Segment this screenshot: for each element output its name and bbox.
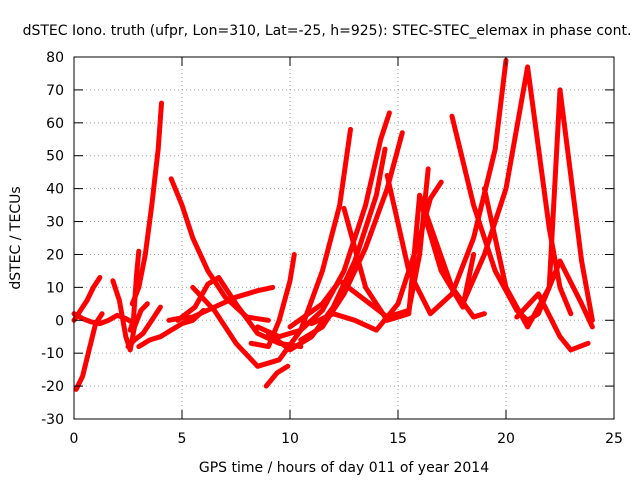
series-line-sat-g [129,100,164,307]
y-tick-label: 70 [46,83,64,99]
y-tick-label: -10 [41,346,64,362]
series-line-sat-t [341,192,487,323]
x-tick-label: 15 [389,431,407,447]
series-line-sat-x [460,64,574,317]
y-tick-label: -30 [41,412,64,428]
series-line-sat-u [384,57,509,317]
plot-frame [73,56,615,420]
series-line-sat-y [481,87,595,330]
y-tick-label: -20 [41,379,64,395]
series-layer [71,57,595,392]
y-axis-label: dSTEC / TECUs [8,186,24,289]
y-tick-label: 30 [46,215,64,231]
y-tick-label: 0 [55,313,64,329]
x-tick-label: 20 [497,431,515,447]
x-tick-labels: 0 5 10 15 20 25 [70,431,623,447]
x-tick-label: 10 [281,431,299,447]
x-tick-label: 5 [178,431,187,447]
y-tick-labels: -30 -20 -10 0 10 20 30 40 50 60 70 80 [41,50,64,428]
series-line-sat-h [136,307,207,350]
series-line-sat-m [248,252,297,350]
axis-ticks [73,56,615,420]
series-line-sat-n [263,363,291,389]
series-line-sat-v [417,196,477,310]
series-line-sat-z [514,291,591,353]
series-line-sat-l [190,126,353,369]
y-tick-label: 80 [46,50,64,66]
series-line-sat-b [71,275,103,323]
series-line-sat-e [125,304,163,350]
x-tick-label: 25 [605,431,623,447]
x-tick-label: 0 [70,431,79,447]
series-line-sat-d [110,278,150,353]
y-tick-label: 50 [46,149,64,165]
series-line-sat-w [449,113,595,330]
y-tick-label: 60 [46,116,64,132]
chart-title: dSTEC Iono. truth (ufpr, Lon=310, Lat=-2… [23,23,632,39]
y-tick-label: 20 [46,247,64,263]
x-axis-label: GPS time / hours of day 011 of year 2014 [199,460,489,476]
y-tick-label: 40 [46,182,64,198]
y-tick-label: 10 [46,280,64,296]
series-line-sat-c [73,311,105,392]
grid-lines [74,57,614,419]
series-line-sat-r [287,166,431,330]
series-line-sat-j [168,176,271,323]
